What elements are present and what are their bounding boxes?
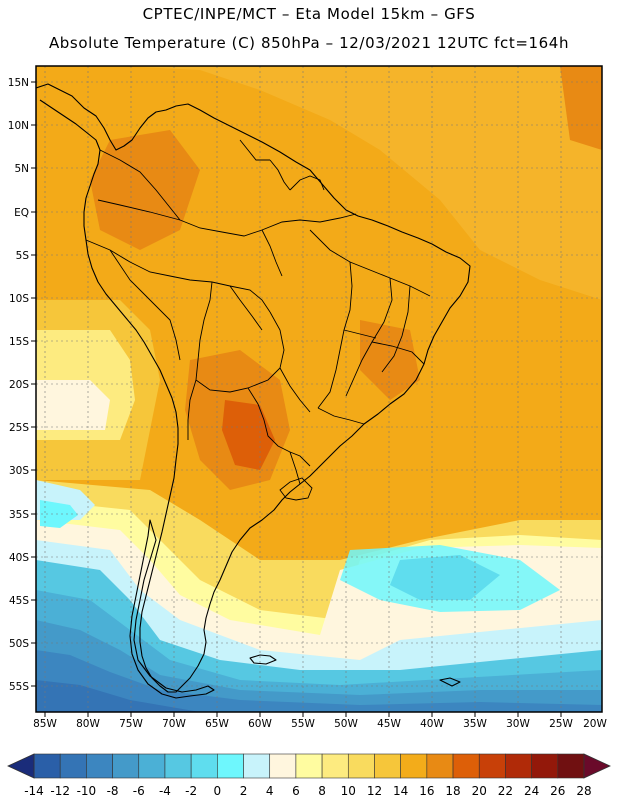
colorbar-cell <box>86 753 113 779</box>
lon-label: 60W <box>248 718 272 730</box>
colorbar-cell <box>478 753 506 779</box>
lon-label: 35W <box>463 718 487 730</box>
colorbar-cell <box>33 753 61 779</box>
lat-label: 45S <box>9 595 29 607</box>
colorbar-label: -10 <box>77 784 97 798</box>
colorbar-cell <box>347 753 375 779</box>
lon-label: 20W <box>583 718 607 730</box>
graticule <box>36 66 602 712</box>
colorbar-label: 12 <box>367 784 382 798</box>
colorbar-cell <box>243 753 271 779</box>
colorbar-low-arrow <box>7 753 35 779</box>
lat-label: EQ <box>14 207 29 219</box>
colorbar-label: -4 <box>159 784 171 798</box>
colorbar-labels: -14 -12 -10 -8 -6 -4 -2 0 2 4 6 8 10 12 14 16 18 20 22 24 26… <box>24 784 591 798</box>
lon-label: 30W <box>506 718 530 730</box>
colorbar-cell <box>112 753 140 779</box>
colorbar-cell <box>269 753 297 779</box>
map-frame <box>35 65 603 713</box>
lat-label: 20S <box>9 379 29 391</box>
colorbar-label: 4 <box>266 784 274 798</box>
colorbar-label: 14 <box>393 784 408 798</box>
map-title-line-2: Absolute Temperature (C) 850hPa – 12/03/… <box>48 34 570 52</box>
colorbar-label: -8 <box>107 784 119 798</box>
map-title-line-1: CPTEC/INPE/MCT – Eta Model 15km – GFS <box>142 5 476 23</box>
colorbar-label: 20 <box>472 784 487 798</box>
lon-label: 80W <box>76 718 100 730</box>
lat-label: 15S <box>9 336 29 348</box>
lat-label: 15N <box>8 77 29 89</box>
colorbar-label: 10 <box>341 784 356 798</box>
colorbar-label: 26 <box>550 784 565 798</box>
colorbar-label: 8 <box>318 784 326 798</box>
lat-label: 10S <box>9 293 29 305</box>
colorbar-cell <box>426 753 454 779</box>
colorbar-cell <box>295 753 323 779</box>
lat-label: 25S <box>9 422 29 434</box>
colorbar-cell <box>321 753 349 779</box>
lon-label: 25W <box>549 718 573 730</box>
colorbar-cell <box>138 753 166 779</box>
lon-label: 85W <box>33 718 57 730</box>
temperature-map: 15N 10N 5N EQ 5S 10S 15S 20S 25S 30S 35S… <box>8 65 607 730</box>
colorbar-label: -6 <box>133 784 145 798</box>
lon-label: 55W <box>291 718 315 730</box>
colorbar-high-arrow <box>583 753 611 779</box>
colorbar-cell <box>452 753 480 779</box>
country-borders <box>85 139 431 501</box>
temperature-field <box>36 66 602 712</box>
colorbar-cells <box>33 753 585 779</box>
lat-label: 40S <box>9 552 29 564</box>
colorbar-label: -12 <box>50 784 70 798</box>
lat-label: 10N <box>8 120 29 132</box>
lat-label: 35S <box>9 509 29 521</box>
colorbar-label: 28 <box>576 784 591 798</box>
coastline <box>36 83 471 699</box>
lon-label: 75W <box>119 718 143 730</box>
colorbar-cell <box>59 753 87 779</box>
colorbar-cell <box>531 753 559 779</box>
colorbar: -14 -12 -10 -8 -6 -4 -2 0 2 4 6 8 10 12 14 16 18 20 22 24 26… <box>7 753 611 798</box>
lat-label: 50S <box>9 638 29 650</box>
colorbar-label: 0 <box>214 784 222 798</box>
colorbar-label: 6 <box>292 784 300 798</box>
colorbar-label: 24 <box>524 784 539 798</box>
colorbar-label: 16 <box>419 784 434 798</box>
colorbar-label: 18 <box>445 784 460 798</box>
lon-label: 65W <box>205 718 229 730</box>
colorbar-cell <box>557 753 585 779</box>
colorbar-label: 22 <box>498 784 513 798</box>
lon-label: 50W <box>334 718 358 730</box>
lat-label: 55S <box>9 681 29 693</box>
lat-label: 5S <box>16 250 30 262</box>
lon-label: 70W <box>162 718 186 730</box>
colorbar-label: 2 <box>240 784 248 798</box>
colorbar-cell <box>217 753 244 779</box>
lat-label: 5N <box>14 163 29 175</box>
lon-label: 40W <box>420 718 444 730</box>
colorbar-cell <box>400 753 428 779</box>
colorbar-label: -2 <box>185 784 197 798</box>
lat-label: 30S <box>9 465 29 477</box>
colorbar-cell <box>164 753 192 779</box>
axis-ticks <box>31 81 562 717</box>
colorbar-cell <box>374 753 401 779</box>
colorbar-cell <box>190 753 218 779</box>
colorbar-cell <box>505 753 532 779</box>
lon-label: 45W <box>377 718 401 730</box>
colorbar-label: -14 <box>24 784 44 798</box>
